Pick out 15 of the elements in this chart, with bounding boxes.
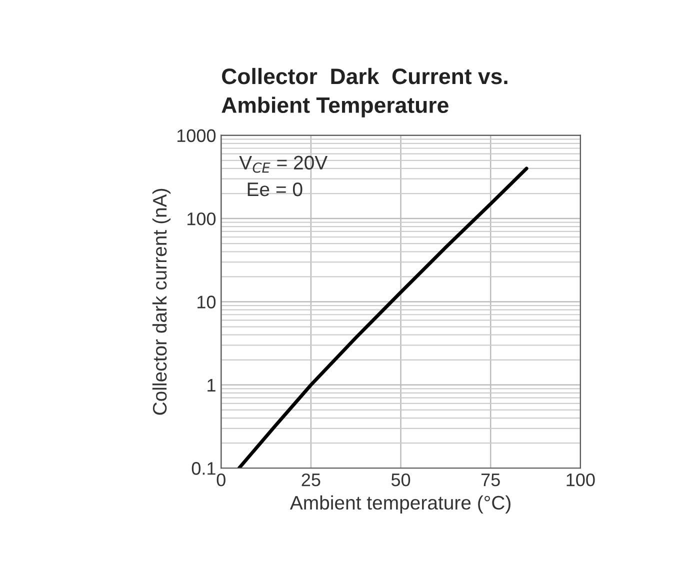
x-tick-label: 0: [216, 473, 226, 486]
annotation: Ee = 0: [248, 182, 302, 196]
y-tick-label: 100: [188, 212, 216, 226]
chart-title: Collector Dark Current vs. Ambient Temperature: [222, 68, 508, 118]
y-tick-label: 1000: [177, 129, 216, 142]
annotation: V$_{CE}$ = 20V: [239, 156, 328, 173]
x-tick-label: 75: [481, 474, 500, 486]
y-axis-title: Collector dark current (nA): [152, 188, 171, 415]
y-tick-label: 0.1: [192, 462, 216, 475]
x-tick-label: 25: [302, 473, 320, 486]
x-axis-title: Ambient temperature (°C): [290, 495, 510, 514]
y-tick-label: 10: [198, 296, 216, 308]
x-tick-label: 50: [391, 473, 410, 486]
y-tick-label: 1: [208, 379, 216, 392]
x-tick-label: 100: [566, 473, 595, 486]
